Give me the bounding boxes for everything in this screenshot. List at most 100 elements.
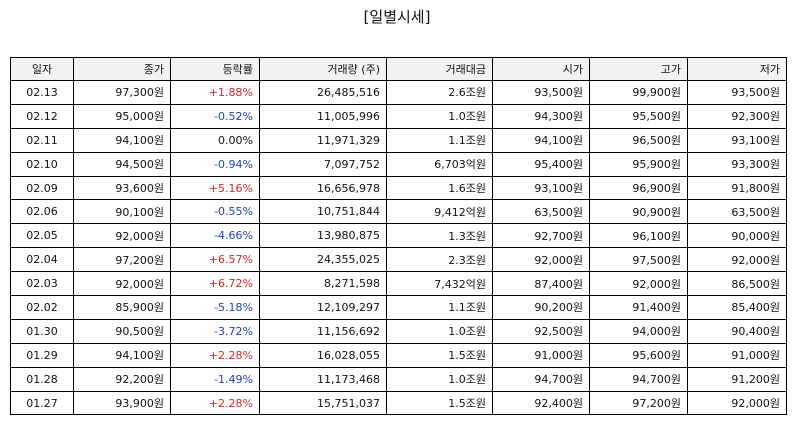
table-cell: 94,500원	[73, 151, 171, 177]
table-cell: 1.5조원	[386, 390, 493, 416]
table-cell: -1.49%	[170, 366, 260, 392]
table-cell: 92,700원	[492, 223, 590, 249]
table-cell: 01.27	[10, 390, 74, 416]
table-row: 02.10 94,500원 -0.94% 7,097,752 6,703억원 95,400…	[10, 151, 787, 177]
table-cell: 95,600원	[589, 342, 688, 368]
table-cell: 02.02	[10, 295, 74, 320]
table-cell: 91,200원	[687, 366, 787, 392]
table-cell: 92,000원	[492, 247, 590, 273]
table-cell: 02.11	[10, 127, 74, 153]
table-cell: 1.0조원	[386, 366, 493, 392]
table-cell: 90,500원	[73, 318, 171, 344]
table-cell: +6.72%	[170, 271, 260, 297]
table-cell: +5.16%	[170, 175, 260, 201]
table-cell: 99,900원	[589, 80, 688, 105]
table-cell: 92,300원	[687, 103, 787, 129]
column-header: 일자	[10, 57, 74, 81]
table-cell: +6.57%	[170, 247, 260, 273]
table-cell: 1.1조원	[386, 295, 493, 320]
table-cell: -0.55%	[170, 199, 260, 225]
table-cell: 92,000원	[73, 223, 171, 249]
table-cell: 16,656,978	[259, 175, 387, 201]
table-cell: -3.72%	[170, 318, 260, 344]
table-cell: 96,500원	[589, 127, 688, 153]
table-cell: 02.04	[10, 247, 74, 273]
table-cell: 97,500원	[589, 247, 688, 273]
table-cell: 97,200원	[73, 247, 171, 273]
table-cell: 93,100원	[687, 127, 787, 153]
table-cell: 6,703억원	[386, 151, 493, 177]
table-row: 02.11 94,100원 0.00% 11,971,329 1.1조원 94,100원 9…	[10, 127, 787, 153]
table-cell: 94,100원	[492, 127, 590, 153]
table-cell: 2.3조원	[386, 247, 493, 273]
table-cell: 93,600원	[73, 175, 171, 201]
table-cell: 94,100원	[73, 342, 171, 368]
header-row: 일자 종가 등락률 거래량 (주) 거래대금 시가 고가 저가	[10, 57, 787, 81]
table-cell: 90,100원	[73, 199, 171, 225]
table-cell: 16,028,055	[259, 342, 387, 368]
table-cell: 90,900원	[589, 199, 688, 225]
table-cell: 1.5조원	[386, 342, 493, 368]
table-cell: 24,355,025	[259, 247, 387, 273]
title: [일별시세]	[363, 8, 431, 26]
table-cell: 1.0조원	[386, 103, 493, 129]
table-row: 02.03 92,000원 +6.72% 8,271,598 7,432억원 87,400…	[10, 271, 787, 297]
table-cell: -4.66%	[170, 223, 260, 249]
table-cell: 63,500원	[687, 199, 787, 225]
table-cell: 01.30	[10, 318, 74, 344]
table-cell: 91,000원	[492, 342, 590, 368]
table-cell: 93,900원	[73, 390, 171, 416]
table-cell: +1.88%	[170, 80, 260, 105]
table-row: 02.02 85,900원 -5.18% 12,109,297 1.1조원 90,200원…	[10, 295, 787, 320]
table-cell: 01.29	[10, 342, 74, 368]
table-cell: 91,000원	[687, 342, 787, 368]
column-header: 저가	[687, 57, 787, 81]
table-cell: 0.00%	[170, 127, 260, 153]
table-row: 02.12 95,000원 -0.52% 11,005,996 1.0조원 94,300원…	[10, 103, 787, 129]
table-row: 01.27 93,900원 +2.28% 15,751,037 1.5조원 92,400원…	[10, 390, 787, 416]
table-cell: 94,000원	[589, 318, 688, 344]
table-cell: 95,400원	[492, 151, 590, 177]
table-cell: 94,300원	[492, 103, 590, 129]
table-cell: 90,400원	[687, 318, 787, 344]
table-row: 02.09 93,600원 +5.16% 16,656,978 1.6조원 93,100원…	[10, 175, 787, 201]
table-cell: 11,971,329	[259, 127, 387, 153]
table-cell: 26,485,516	[259, 80, 387, 105]
table-cell: 93,500원	[687, 80, 787, 105]
table-cell: 85,400원	[687, 295, 787, 320]
table-cell: 15,751,037	[259, 390, 387, 416]
table-cell: -0.94%	[170, 151, 260, 177]
table-cell: 91,400원	[589, 295, 688, 320]
table-cell: 92,200원	[73, 366, 171, 392]
table-cell: 94,700원	[589, 366, 688, 392]
table-cell: 97,200원	[589, 390, 688, 416]
table-cell: 11,005,996	[259, 103, 387, 129]
table-cell: 92,000원	[687, 390, 787, 416]
table-row: 02.06 90,100원 -0.55% 10,751,844 9,412억원 63,50…	[10, 199, 787, 225]
table-cell: 95,900원	[589, 151, 688, 177]
table-cell: 90,200원	[492, 295, 590, 320]
table-cell: 11,173,468	[259, 366, 387, 392]
column-header: 시가	[492, 57, 590, 81]
table-cell: 94,100원	[73, 127, 171, 153]
table-cell: 95,500원	[589, 103, 688, 129]
table-cell: 92,000원	[589, 271, 688, 297]
table-cell: 9,412억원	[386, 199, 493, 225]
table-cell: 93,500원	[492, 80, 590, 105]
table-cell: +2.28%	[170, 390, 260, 416]
table-cell: 02.10	[10, 151, 74, 177]
table-cell: 1.6조원	[386, 175, 493, 201]
table-cell: 92,000원	[687, 247, 787, 273]
table-cell: 7,097,752	[259, 151, 387, 177]
table-cell: 92,000원	[73, 271, 171, 297]
table-cell: 7,432억원	[386, 271, 493, 297]
table-cell: 12,109,297	[259, 295, 387, 320]
table-cell: 91,800원	[687, 175, 787, 201]
table-cell: 94,700원	[492, 366, 590, 392]
table-cell: 01.28	[10, 366, 74, 392]
table-cell: 96,100원	[589, 223, 688, 249]
table-cell: 96,900원	[589, 175, 688, 201]
table-row: 01.28 92,200원 -1.49% 11,173,468 1.0조원 94,700원…	[10, 366, 787, 392]
table-cell: 1.1조원	[386, 127, 493, 153]
